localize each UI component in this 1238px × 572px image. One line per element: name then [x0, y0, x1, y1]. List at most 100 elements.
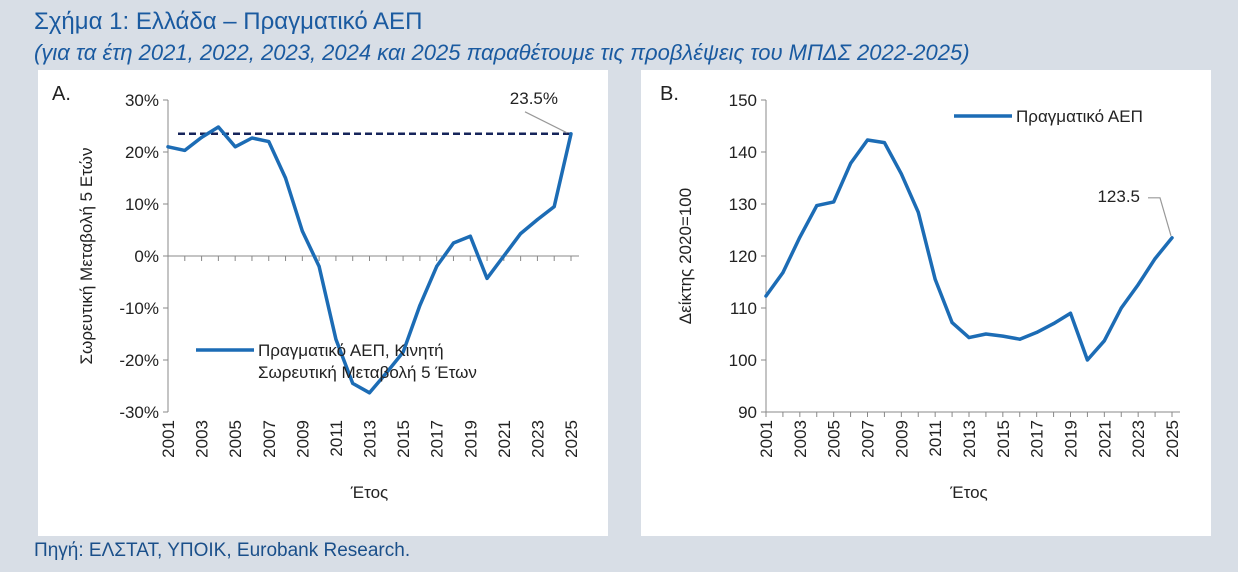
series-line [764, 138, 1174, 362]
y-tick-label: 90 [738, 403, 757, 422]
data-point [1035, 330, 1039, 334]
figure-subtitle: (για τα έτη 2021, 2022, 2023, 2024 και 2… [34, 40, 970, 65]
x-tick-label: 2003 [193, 420, 212, 458]
x-axis-title: Έτος [350, 483, 388, 502]
x-tick-label: 2005 [226, 420, 245, 458]
x-tick-label: 2011 [327, 420, 346, 457]
data-point [569, 132, 573, 136]
data-point [967, 336, 971, 340]
data-point [519, 232, 523, 236]
legend-label: Πραγματικό ΑΕΠ, Κινητή [258, 341, 444, 360]
data-point [1085, 358, 1089, 362]
data-point [401, 350, 405, 354]
x-tick-label: 2019 [1062, 420, 1081, 458]
data-point [535, 218, 539, 222]
x-tick-label: 2013 [960, 420, 979, 458]
x-tick-label: 2023 [1129, 420, 1148, 458]
data-point [933, 277, 937, 281]
data-point [418, 303, 422, 307]
panel-label: A. [52, 83, 71, 105]
x-tick-label: 2021 [1095, 420, 1114, 458]
data-point [899, 172, 903, 176]
x-tick-label: 2017 [428, 420, 447, 458]
x-tick-label: 2023 [528, 420, 547, 458]
data-point [216, 125, 220, 129]
source-note: Πηγή: ΕΛΣΤΑΤ, ΥΠΟΙΚ, Eurobank Research. [34, 540, 411, 561]
y-axis-title: Σωρευτική Μεταβολή 5 Ετών [77, 148, 96, 365]
data-point [183, 148, 187, 152]
data-point [1001, 334, 1005, 338]
data-label: 23.5% [510, 89, 558, 108]
data-point [866, 138, 869, 142]
y-axis-title: Δείκτης 2020=100 [676, 188, 695, 324]
y-tick-label: -30% [119, 403, 159, 422]
data-label-leader [524, 111, 568, 134]
x-tick-label: 2009 [892, 420, 911, 458]
x-axis-title: Έτος [949, 483, 987, 502]
y-tick-label: 140 [729, 143, 757, 162]
x-tick-label: 2011 [926, 420, 945, 457]
data-point [250, 136, 254, 140]
data-point [916, 210, 920, 214]
x-tick-label: 2003 [791, 420, 810, 458]
data-point [1052, 322, 1056, 326]
legend-label: Σωρευτική Μεταβολή 5 Έτων [258, 363, 477, 382]
data-point [435, 264, 439, 268]
data-point [502, 254, 506, 258]
data-point [284, 176, 288, 180]
data-point [317, 264, 321, 268]
data-point [1102, 339, 1106, 343]
data-point [334, 337, 338, 341]
y-tick-label: 120 [729, 247, 757, 266]
data-point [368, 391, 371, 395]
y-tick-label: 30% [125, 91, 159, 110]
data-label-leader [1148, 197, 1172, 236]
data-point [882, 141, 886, 145]
x-tick-label: 2007 [260, 420, 279, 458]
data-point [300, 229, 304, 233]
x-tick-label: 2005 [825, 420, 844, 458]
y-tick-label: 20% [125, 143, 159, 162]
data-point [1170, 236, 1174, 240]
chart-a-svg: A. 30% 20% 10% 0% -10% -20% -30%2001 2003 2005 200… [52, 83, 581, 502]
data-point [815, 204, 819, 208]
data-point [166, 145, 170, 149]
y-tick-label: 110 [730, 299, 757, 318]
x-tick-label: 2007 [859, 420, 878, 458]
data-point [798, 235, 802, 239]
data-point [764, 294, 768, 298]
data-point [1069, 311, 1072, 315]
y-tick-label: -20% [119, 351, 159, 370]
x-tick-label: 2025 [562, 420, 581, 458]
panel-label: B. [660, 83, 679, 105]
chart-panel-b: B. 150 140 130 120 110 100 90 2001 2003 2005 2007 20… [641, 70, 1211, 536]
y-tick-label: 130 [729, 195, 757, 214]
data-point [1153, 257, 1157, 261]
legend-label: Πραγματικό ΑΕΠ [1016, 107, 1143, 126]
figure-title: Σχήμα 1: Ελλάδα – Πραγματικό ΑΕΠ [34, 8, 423, 35]
x-tick-label: 2019 [461, 420, 480, 458]
data-point [950, 321, 954, 325]
x-tick-label: 2017 [1028, 420, 1047, 458]
x-tick-label: 2001 [159, 420, 178, 458]
data-point [351, 381, 355, 385]
y-tick-label: 150 [729, 91, 757, 110]
y-tick-label: 0% [134, 247, 159, 266]
x-tick-label: 2001 [757, 420, 776, 458]
data-point [200, 135, 204, 139]
chart-panel-a: A. 30% 20% 10% 0% -10% -20% -30% 2001 2003 2005 200… [38, 70, 608, 536]
data-point [384, 371, 388, 375]
data-point [1136, 283, 1140, 287]
x-tick-label: 2015 [394, 420, 413, 458]
x-tick-label: 2013 [361, 420, 380, 458]
data-point [233, 145, 237, 149]
x-tick-label: 2009 [293, 420, 312, 458]
y-tick-label: 100 [729, 351, 757, 370]
data-point [781, 271, 785, 275]
data-point [267, 140, 271, 144]
data-point [849, 161, 853, 165]
y-tick-label: -10% [119, 299, 159, 318]
data-point [552, 205, 556, 209]
data-point [832, 200, 836, 204]
